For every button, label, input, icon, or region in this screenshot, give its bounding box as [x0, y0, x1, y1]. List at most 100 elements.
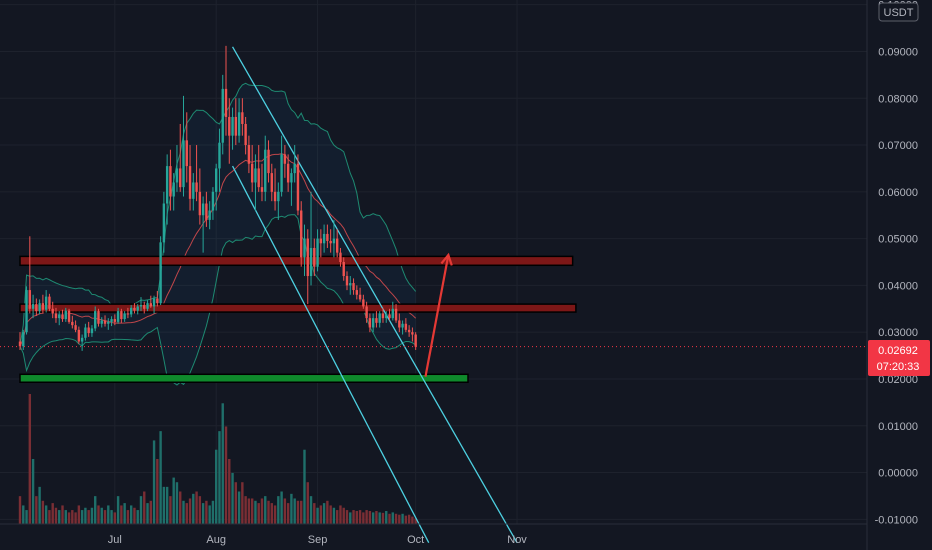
- volume-bar: [198, 496, 202, 524]
- volume-bar: [143, 491, 146, 524]
- volume-bar: [162, 486, 166, 524]
- candle-body: [31, 304, 35, 309]
- forecast-arrow[interactable]: [424, 252, 453, 377]
- volume-bars: [18, 394, 417, 524]
- volume-bar: [358, 510, 362, 524]
- volume-bar: [120, 505, 123, 524]
- forecast-arrow-head[interactable]: [440, 252, 453, 266]
- candle-body: [332, 238, 336, 244]
- candle-body: [215, 168, 218, 192]
- candle-body: [273, 191, 277, 202]
- volume-bar: [179, 491, 182, 524]
- volume-bar: [322, 503, 326, 524]
- forecast-arrow-line[interactable]: [424, 254, 450, 377]
- horizontal-zones[interactable]: [19, 255, 577, 383]
- candle-body: [169, 166, 172, 197]
- candle-body: [67, 310, 71, 322]
- candle-body: [401, 323, 404, 328]
- candle-body: [25, 290, 28, 333]
- time-axis[interactable]: Jul Aug Sep Oct Nov: [108, 534, 528, 546]
- volume-bar: [329, 505, 332, 524]
- candle-body: [139, 305, 143, 307]
- candle-body: [61, 314, 64, 320]
- volume-bar: [74, 512, 77, 524]
- volume-bar: [313, 503, 316, 524]
- candle-body: [84, 327, 87, 338]
- volume-bar: [159, 431, 162, 524]
- volume-bar: [152, 440, 156, 524]
- descending-channel[interactable]: [231, 46, 518, 544]
- volume-bar: [123, 503, 126, 524]
- channel-line[interactable]: [231, 165, 430, 544]
- volume-bar: [280, 491, 283, 524]
- volume-bar: [264, 496, 267, 524]
- candle-body: [228, 116, 231, 136]
- volume-bar: [44, 505, 48, 524]
- candle-body: [90, 328, 94, 334]
- support-zone[interactable]: [19, 373, 469, 383]
- candle-body: [165, 166, 169, 204]
- volume-bar: [22, 505, 25, 524]
- price-tick-label: -0.01000: [875, 514, 918, 526]
- candle-body: [254, 168, 257, 183]
- candle-body: [378, 313, 381, 323]
- candle-body: [277, 191, 280, 202]
- time-tick-label: Jul: [108, 534, 122, 546]
- candle-body: [234, 116, 238, 136]
- volume-bar: [175, 482, 179, 524]
- volume-bar: [247, 498, 251, 524]
- candle-body: [162, 203, 166, 243]
- volume-bar: [241, 482, 244, 524]
- candle-body: [407, 329, 411, 333]
- volume-bar: [381, 512, 385, 524]
- volume-bar: [169, 496, 172, 524]
- candle-body: [100, 320, 103, 324]
- volume-bar: [267, 500, 270, 524]
- price-tick-label: 0.02000: [878, 374, 918, 386]
- price-tick-label: 0.00000: [878, 468, 918, 480]
- volume-bar: [345, 510, 349, 524]
- candle-body: [185, 140, 188, 167]
- candle-body: [97, 311, 100, 324]
- candle-body: [107, 321, 110, 324]
- volume-bar: [205, 500, 208, 524]
- candle-body: [260, 187, 264, 192]
- volume-bar: [300, 500, 303, 524]
- candle-body: [48, 296, 51, 309]
- candle-body: [224, 88, 228, 117]
- volume-bar: [165, 486, 169, 524]
- volume-bar: [192, 493, 195, 524]
- volume-bar: [342, 507, 345, 524]
- volume-bar: [368, 511, 372, 524]
- volume-bar: [290, 493, 293, 524]
- volume-bar: [244, 496, 247, 524]
- volume-bar: [218, 431, 221, 524]
- volume-bar: [355, 511, 359, 524]
- volume-bar: [306, 482, 309, 524]
- candle-body: [247, 145, 251, 164]
- bollinger-upper-line: [19, 82, 417, 347]
- currency-label: USDT: [884, 7, 914, 19]
- resistance-zone-lower[interactable]: [19, 303, 577, 313]
- volume-bar: [335, 510, 339, 524]
- volume-bar: [371, 512, 375, 524]
- candle-body: [22, 332, 25, 347]
- volume-bar: [375, 511, 378, 524]
- time-tick-label: Nov: [507, 534, 527, 546]
- bollinger-basis-line: [19, 153, 417, 347]
- volume-bar: [18, 496, 22, 524]
- volume-bar: [28, 394, 32, 524]
- candle-body: [339, 252, 342, 262]
- candle-body: [126, 313, 130, 315]
- volume-bar: [254, 500, 257, 524]
- currency-badge[interactable]: USDT: [878, 2, 919, 22]
- channel-line[interactable]: [231, 46, 518, 544]
- candle-body: [182, 140, 185, 188]
- candle-body: [231, 116, 234, 136]
- resistance-zone-upper[interactable]: [19, 255, 574, 267]
- last-price-tag-bg: [868, 340, 930, 376]
- candle-body: [179, 168, 182, 188]
- candle-body: [159, 242, 162, 304]
- candle-body: [300, 210, 303, 258]
